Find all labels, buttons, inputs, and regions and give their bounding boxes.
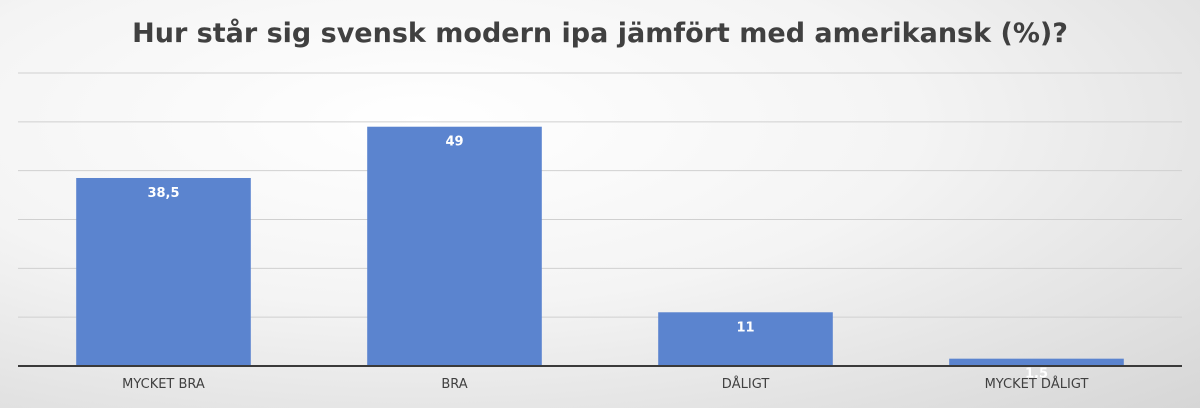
chart-title: Hur står sig svensk modern ipa jämfört m… — [132, 18, 1068, 49]
data-labels: 38,5 49 11 1,5 — [147, 135, 1048, 382]
data-label-3: 1,5 — [1025, 367, 1048, 382]
x-tick-label-2: DÅLIGT — [722, 376, 770, 392]
x-tick-label-0: MYCKET BRA — [122, 377, 205, 392]
bar-2 — [658, 312, 833, 366]
x-tick-label-1: BRA — [441, 377, 467, 392]
data-label-0: 38,5 — [147, 186, 179, 201]
bars — [76, 126, 1124, 366]
bar-1 — [367, 126, 542, 366]
bar-3 — [949, 358, 1124, 366]
data-label-2: 11 — [736, 320, 754, 335]
data-label-1: 49 — [445, 135, 463, 150]
bar-0 — [76, 177, 251, 366]
x-tick-labels: MYCKET BRA BRA DÅLIGT MYCKET DÅLIGT — [122, 376, 1088, 392]
x-tick-label-3: MYCKET DÅLIGT — [985, 376, 1089, 392]
